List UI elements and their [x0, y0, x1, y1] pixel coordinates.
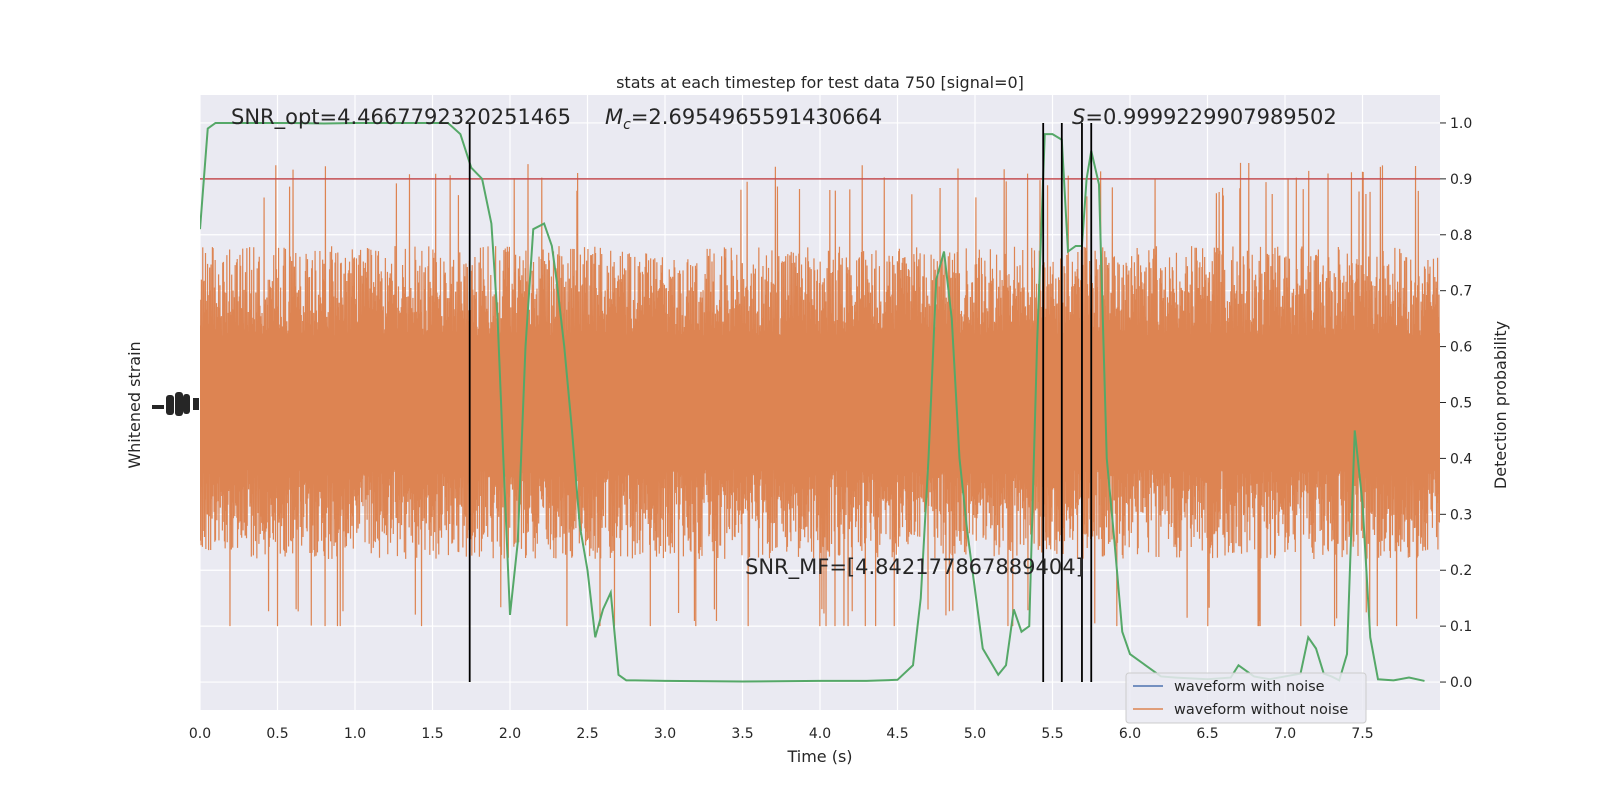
- y-tick-label: 0.2: [1450, 563, 1472, 579]
- y-tick-label: 0.9: [1450, 172, 1472, 188]
- y-tick-label: 0.1: [1450, 619, 1472, 635]
- x-tick-label: 4.5: [886, 726, 908, 742]
- x-tick-label: 0.0: [189, 726, 211, 742]
- chirp-mass-value: =2.6954965591430664: [631, 105, 882, 129]
- snr-mf-annotation: SNR_MF=[4.842177867889404]: [745, 555, 1084, 580]
- legend-label-with-noise: waveform with noise: [1174, 679, 1325, 695]
- legend: waveform with noise waveform without noi…: [1125, 672, 1367, 724]
- y-axis-right: 0.0 0.1 0.2 0.3 0.4 0.5 0.6 0.7 0.8 0.9 1.0: [1440, 116, 1472, 691]
- x-tick-label: 3.5: [731, 726, 753, 742]
- y-tick-label: 0.0: [1450, 675, 1472, 691]
- x-tick-label: 1.5: [421, 726, 443, 742]
- x-tick-label: 0.5: [266, 726, 288, 742]
- y-tick-label: 0.8: [1450, 228, 1472, 244]
- x-tick-label: 6.5: [1196, 726, 1218, 742]
- y-axis-left-label: Whitened strain: [125, 341, 144, 468]
- y-tick-label: 0.7: [1450, 284, 1472, 300]
- x-tick-label: 3.0: [654, 726, 676, 742]
- x-tick-label: 5.5: [1041, 726, 1063, 742]
- snr-opt-annotation: SNR_opt=4.4667792320251465: [231, 105, 571, 130]
- chart-title: stats at each timestep for test data 750…: [616, 73, 1024, 92]
- chirp-mass-annotation: Mc=2.6954965591430664: [605, 105, 882, 133]
- x-tick-label: 7.5: [1351, 726, 1373, 742]
- s-annotation: S=0.9999229907989502: [1072, 105, 1337, 129]
- y-tick-label: 0.4: [1450, 451, 1472, 467]
- y-axis-right-label: Detection probability: [1491, 321, 1510, 489]
- x-tick-label: 1.0: [344, 726, 366, 742]
- legend-label-without-noise: waveform without noise: [1174, 702, 1348, 718]
- left-axis-ticklabels: [152, 392, 199, 416]
- x-axis-label: Time (s): [786, 747, 852, 766]
- s-value: =0.9999229907989502: [1085, 105, 1336, 129]
- y-tick-label: 0.5: [1450, 396, 1472, 412]
- x-tick-label: 2.0: [499, 726, 521, 742]
- x-tick-label: 5.0: [964, 726, 986, 742]
- x-tick-label: 7.0: [1274, 726, 1296, 742]
- y-tick-label: 0.6: [1450, 340, 1472, 356]
- detection-markers: [468, 122, 1093, 683]
- x-tick-label: 6.0: [1119, 726, 1141, 742]
- y-tick-label: 0.3: [1450, 507, 1472, 523]
- y-tick-label: 1.0: [1450, 116, 1472, 132]
- x-tick-label: 4.0: [809, 726, 831, 742]
- waveform-without-noise-line: [200, 162, 1440, 627]
- x-axis: 0.0 0.5 1.0 1.5 2.0 2.5 3.0 3.5 4.0 4.5 5.0 5.5 6.0 6…: [189, 726, 1374, 742]
- waveform-without-noise-series: [200, 162, 1440, 627]
- x-tick-label: 2.5: [576, 726, 598, 742]
